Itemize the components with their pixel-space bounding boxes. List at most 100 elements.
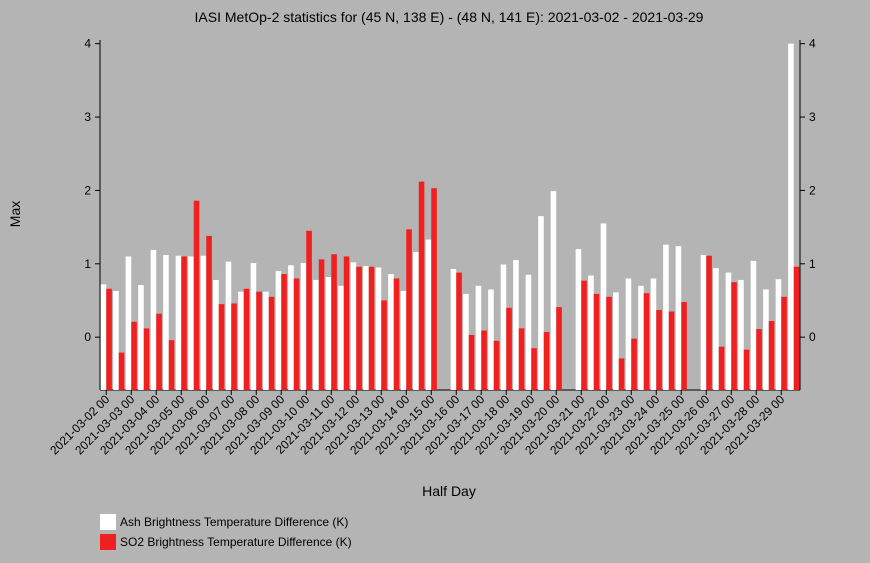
legend-label-ash: Ash Brightness Temperature Difference (K… — [120, 515, 349, 529]
bar-ash — [325, 277, 332, 390]
bar-so2 — [243, 288, 250, 390]
bar-so2 — [343, 256, 350, 390]
bar-so2 — [368, 266, 375, 390]
bar-ash — [150, 249, 157, 390]
chart-title: IASI MetOp-2 statistics for (45 N, 138 E… — [195, 9, 704, 25]
bar-ash — [350, 262, 357, 390]
bar-so2 — [131, 321, 137, 390]
legend-item-ash: Ash Brightness Temperature Difference (K… — [100, 512, 352, 532]
bar-so2 — [456, 272, 462, 390]
bar-ash — [388, 274, 394, 390]
bar-so2 — [681, 301, 687, 390]
bar-so2 — [256, 291, 262, 390]
bar-ash — [513, 260, 519, 390]
bar-so2 — [506, 307, 512, 390]
bar-so2 — [581, 280, 587, 390]
bar-so2 — [406, 229, 412, 390]
bar-ash — [588, 275, 594, 390]
bar-so2 — [606, 296, 612, 390]
bar-ash — [275, 271, 282, 390]
bar-so2 — [418, 181, 425, 390]
bar-so2 — [618, 358, 625, 390]
bar-so2 — [593, 293, 600, 390]
bar-so2 — [143, 328, 150, 390]
bar-so2 — [218, 304, 225, 390]
bar-so2 — [493, 340, 500, 390]
bar-ash — [463, 293, 469, 390]
legend-swatch-ash — [100, 514, 116, 530]
bar-ash — [550, 191, 557, 390]
bar-so2 — [631, 338, 637, 390]
bar-so2 — [268, 296, 275, 390]
bar-so2 — [543, 332, 550, 390]
y-tick-label-right: 1 — [809, 257, 816, 271]
bar-so2 — [118, 352, 125, 390]
bar-so2 — [193, 200, 200, 390]
y-tick-label-left: 0 — [84, 330, 91, 344]
bar-ash — [575, 249, 582, 390]
bar-ash — [413, 252, 419, 390]
bar-ash — [125, 256, 132, 390]
y-tick-label-left: 3 — [84, 110, 91, 124]
bar-ash — [600, 223, 607, 390]
y-tick-label-right: 4 — [809, 37, 816, 51]
bar-so2 — [706, 255, 712, 390]
bar-so2 — [756, 329, 762, 390]
bar-so2 — [768, 321, 775, 390]
bar-so2 — [656, 310, 662, 390]
bar-ash — [300, 263, 307, 390]
bar-so2 — [668, 311, 675, 390]
bar-so2 — [556, 307, 562, 390]
bar-ash — [788, 43, 794, 390]
bar-ash — [538, 216, 544, 390]
bar-so2 — [718, 346, 725, 390]
bar-so2 — [206, 235, 212, 390]
bar-so2 — [381, 300, 387, 390]
bar-ash — [338, 285, 344, 390]
bar-ash — [138, 285, 144, 390]
bar-so2 — [793, 266, 800, 390]
bar-so2 — [781, 296, 787, 390]
bar-so2 — [743, 349, 750, 390]
bar-so2 — [356, 266, 362, 390]
bar-ash — [750, 260, 757, 390]
bar-so2 — [331, 254, 337, 390]
y-tick-label-right: 3 — [809, 110, 816, 124]
bar-ash — [450, 268, 457, 390]
bar-so2 — [481, 330, 487, 390]
bar-so2 — [156, 313, 162, 390]
bar-ash — [363, 265, 369, 390]
bar-so2 — [168, 340, 175, 390]
bar-ash — [100, 284, 107, 390]
bar-ash — [400, 290, 407, 390]
y-tick-label-right: 2 — [809, 183, 816, 197]
bar-ash — [638, 285, 644, 390]
bar-ash — [163, 254, 169, 390]
bar-ash — [488, 289, 494, 390]
bar-so2 — [306, 230, 312, 390]
bar-so2 — [181, 256, 187, 390]
bar-ash — [238, 291, 244, 390]
y-tick-label-left: 2 — [84, 183, 91, 197]
bar-so2 — [231, 303, 237, 390]
bar-ash — [650, 278, 657, 390]
bar-ash — [713, 268, 719, 390]
bar-ash — [225, 261, 232, 390]
bar-ash — [113, 290, 119, 390]
bar-ash — [313, 279, 319, 390]
bar-so2 — [518, 328, 525, 390]
bar-so2 — [393, 278, 400, 390]
bar-ash — [175, 255, 182, 390]
bar-so2 — [318, 259, 325, 390]
y-axis-label: Max — [7, 201, 23, 227]
bar-so2 — [431, 188, 437, 390]
bar-ash — [213, 279, 219, 390]
bar-ash — [625, 278, 632, 390]
bar-ash — [250, 263, 257, 390]
bar-so2 — [468, 334, 475, 390]
bar-ash — [613, 292, 619, 390]
bar-ash — [663, 244, 669, 390]
bar-ash — [200, 255, 207, 390]
bar-so2 — [531, 348, 537, 390]
